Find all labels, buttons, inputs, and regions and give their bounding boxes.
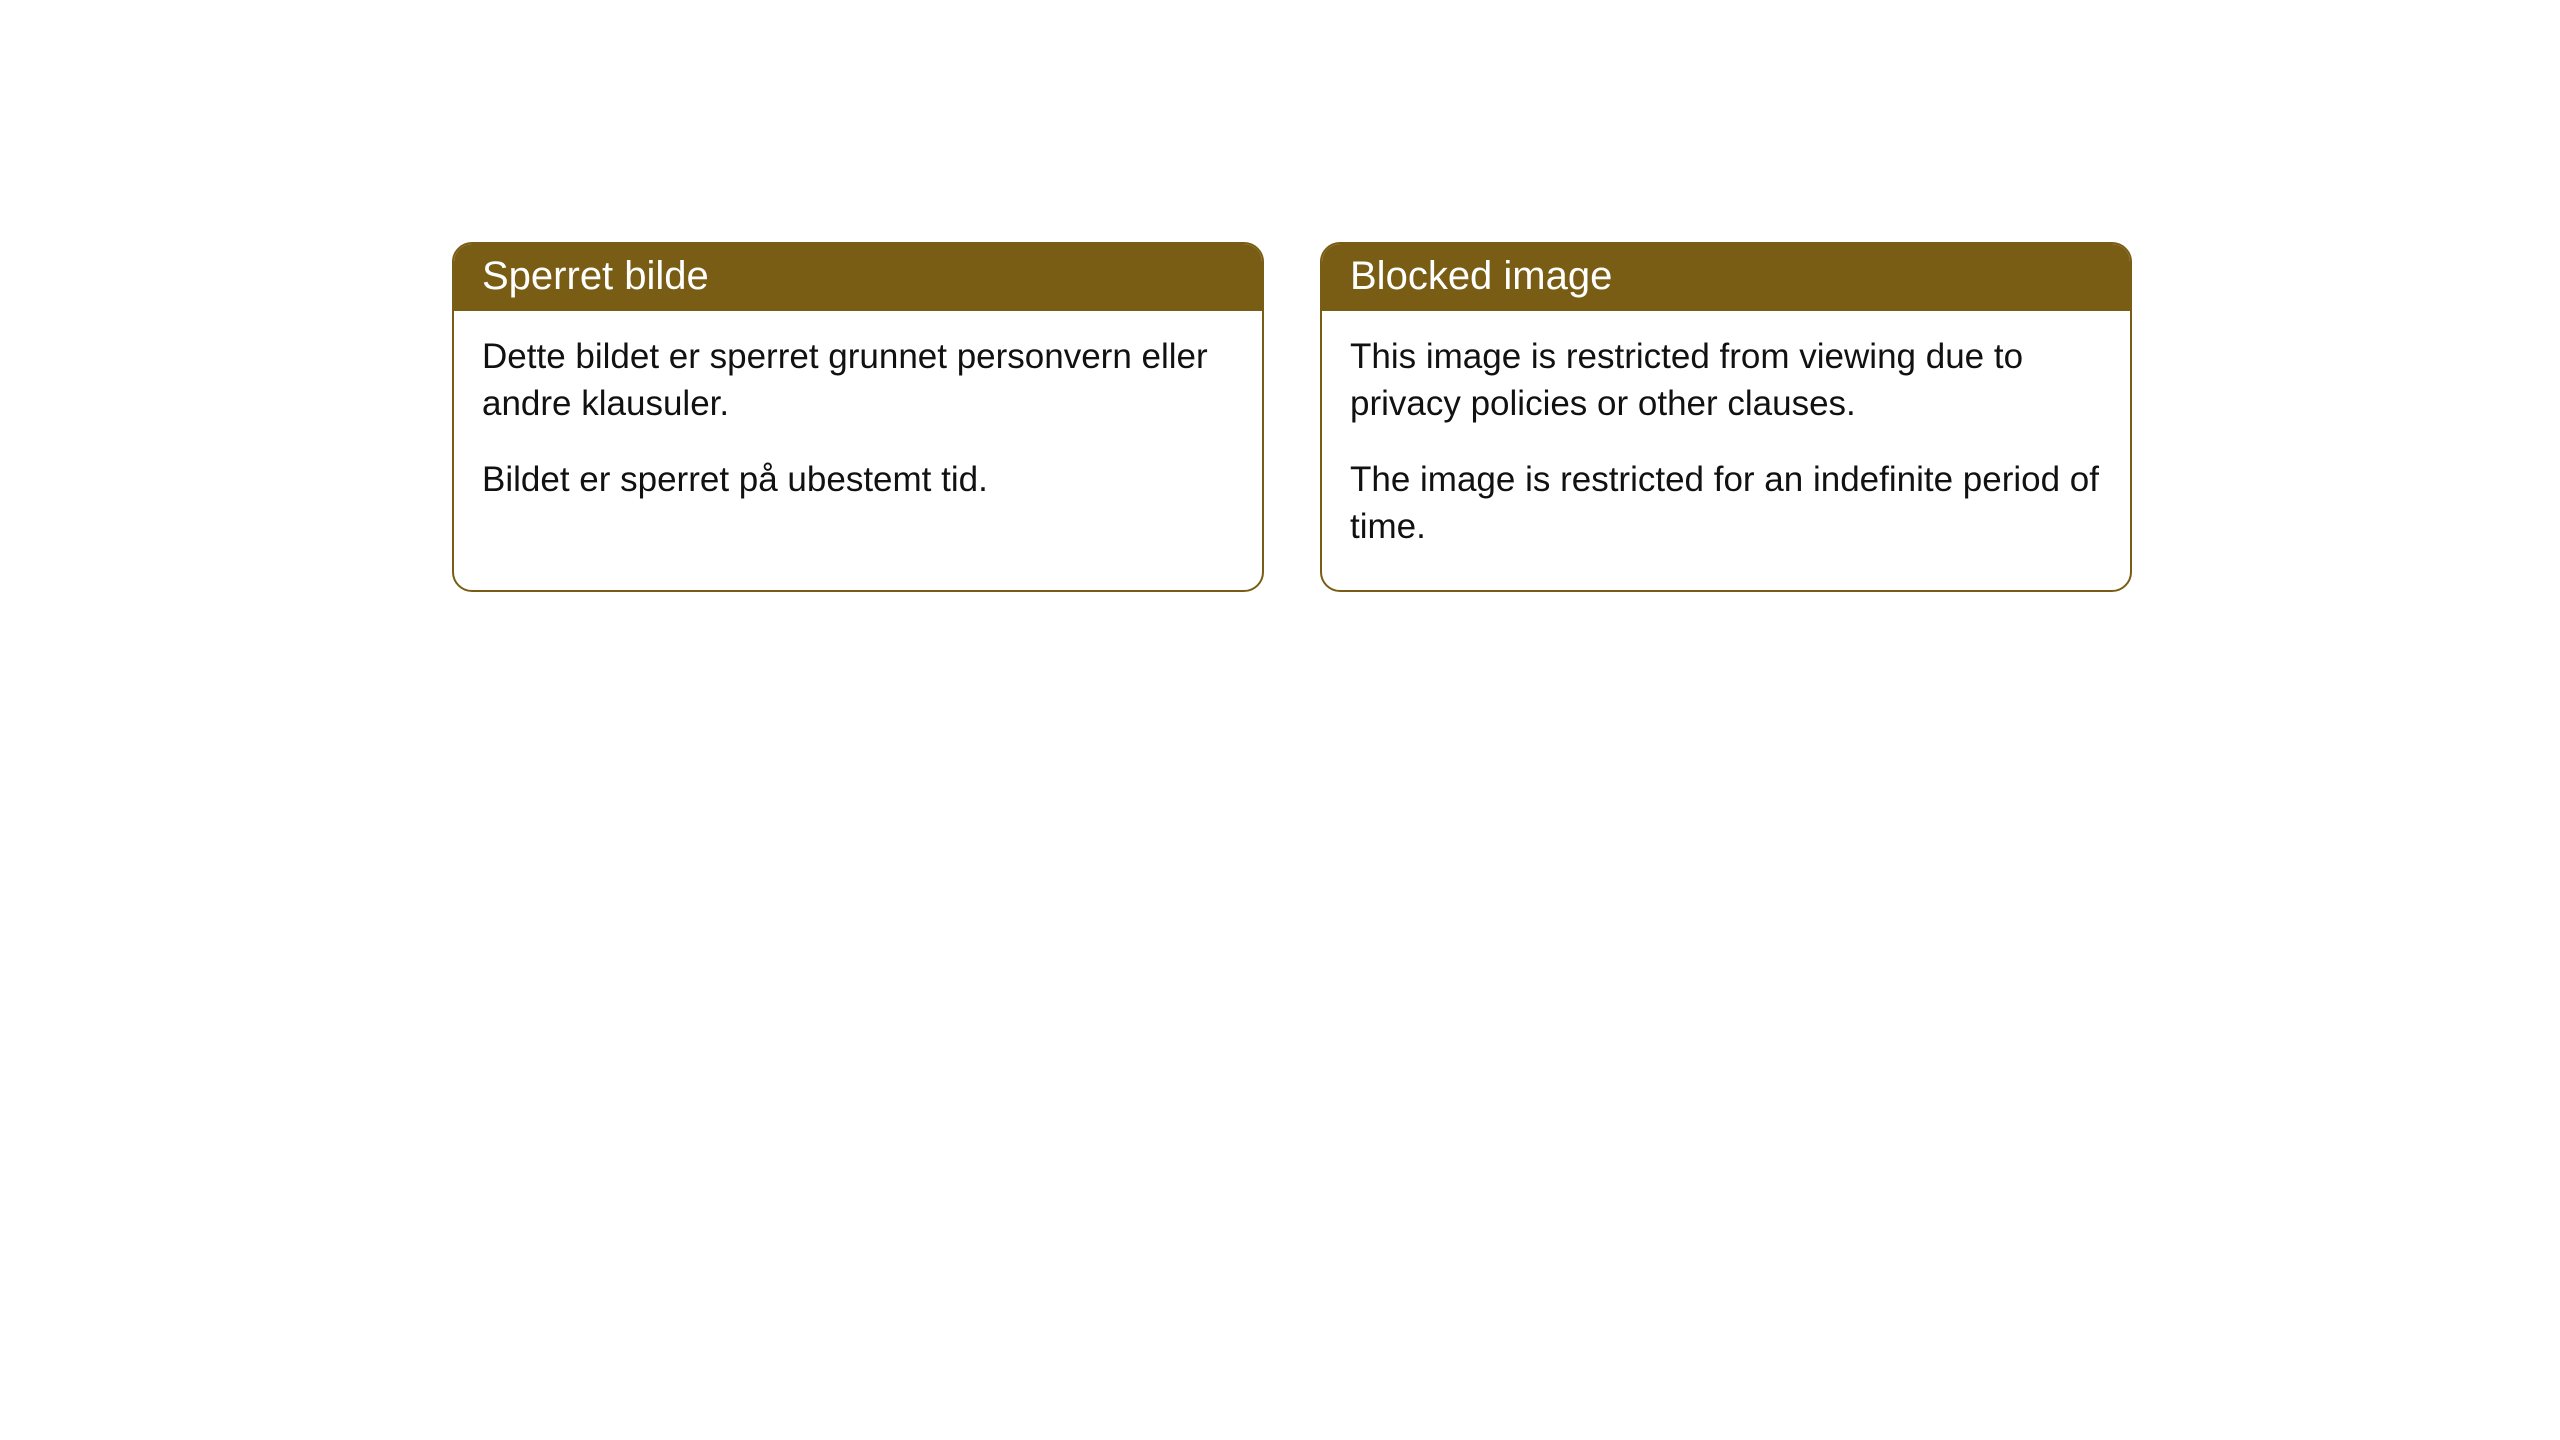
cards-container: Sperret bilde Dette bildet er sperret gr… xyxy=(0,0,2560,592)
card-paragraph-1: Dette bildet er sperret grunnet personve… xyxy=(482,333,1234,428)
card-body-english: This image is restricted from viewing du… xyxy=(1322,311,2130,590)
blocked-image-card-norwegian: Sperret bilde Dette bildet er sperret gr… xyxy=(452,242,1264,592)
card-title: Sperret bilde xyxy=(482,254,709,298)
card-header-english: Blocked image xyxy=(1322,244,2130,311)
blocked-image-card-english: Blocked image This image is restricted f… xyxy=(1320,242,2132,592)
card-header-norwegian: Sperret bilde xyxy=(454,244,1262,311)
card-paragraph-2: The image is restricted for an indefinit… xyxy=(1350,456,2102,551)
card-body-norwegian: Dette bildet er sperret grunnet personve… xyxy=(454,311,1262,543)
card-title: Blocked image xyxy=(1350,254,1612,298)
card-paragraph-2: Bildet er sperret på ubestemt tid. xyxy=(482,456,1234,503)
card-paragraph-1: This image is restricted from viewing du… xyxy=(1350,333,2102,428)
